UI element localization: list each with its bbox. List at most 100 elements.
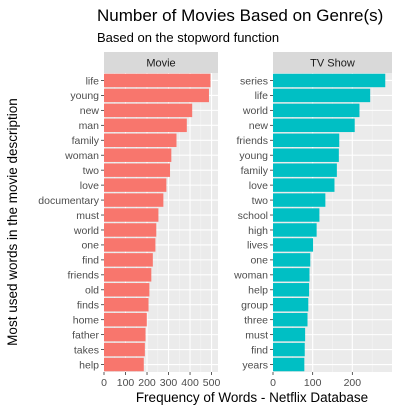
- bar-help: [104, 357, 144, 372]
- bar-find: [104, 253, 153, 267]
- facet-strip-label: Movie: [146, 58, 175, 70]
- y-axis-title: Most used words in the movie description: [5, 98, 20, 346]
- bar-series: [273, 73, 386, 88]
- bar-life: [104, 73, 211, 88]
- y-tick-label: old: [85, 285, 99, 297]
- y-tick-label: father: [72, 329, 99, 341]
- bar-one: [273, 253, 311, 267]
- y-tick-label: young: [70, 90, 99, 102]
- y-tick-label: life: [255, 90, 269, 102]
- x-tick-label: 400: [181, 377, 199, 389]
- x-tick-label: 100: [117, 377, 135, 389]
- bar-must: [104, 208, 159, 222]
- bar-love: [273, 178, 335, 192]
- y-tick-label: young: [239, 150, 268, 162]
- facet-panel-movie: Movie life young new man family woman two love do…: [38, 52, 220, 389]
- x-tick-label: 0: [101, 377, 107, 389]
- bar-family: [273, 163, 337, 177]
- bar-family: [104, 133, 177, 148]
- bar-find: [273, 342, 305, 357]
- x-tick-label: 300: [160, 377, 178, 389]
- bar-father: [104, 327, 146, 342]
- bar-group: [273, 297, 309, 312]
- x-tick-label: 0: [270, 377, 276, 389]
- bar-man: [104, 118, 187, 133]
- y-tick-label: home: [73, 314, 99, 326]
- y-tick-label: must: [76, 210, 99, 222]
- y-tick-label: love: [80, 180, 99, 192]
- facet-panel-tv-show: TV Show series life world new friends young fam…: [233, 52, 392, 389]
- y-tick-label: friends: [236, 135, 268, 147]
- bar-lives: [273, 238, 314, 252]
- bar-years: [273, 357, 305, 372]
- y-tick-label: school: [238, 210, 268, 222]
- bar-friends: [104, 268, 152, 282]
- y-tick-label: finds: [77, 300, 99, 312]
- y-tick-label: two: [83, 165, 100, 177]
- y-tick-label: woman: [233, 270, 268, 282]
- y-tick-label: find: [251, 344, 268, 356]
- y-tick-label: group: [241, 300, 268, 312]
- bar-must: [273, 327, 306, 342]
- bar-two: [104, 163, 171, 177]
- bar-love: [104, 178, 167, 192]
- bar-young: [273, 148, 339, 162]
- bar-new: [273, 118, 355, 133]
- y-tick-label: must: [245, 329, 268, 341]
- bar-finds: [104, 297, 149, 312]
- x-tick-label: 500: [203, 377, 221, 389]
- bar-world: [273, 103, 360, 118]
- bar-life: [273, 88, 371, 103]
- y-tick-label: woman: [64, 150, 99, 162]
- bar-high: [273, 223, 317, 237]
- chart-title: Number of Movies Based on Genre(s): [97, 6, 383, 25]
- bar-new: [104, 103, 193, 118]
- bar-documentary: [104, 193, 164, 207]
- bar-woman: [104, 148, 172, 162]
- y-tick-label: documentary: [38, 195, 99, 207]
- bar-old: [104, 283, 150, 297]
- bar-home: [104, 312, 147, 327]
- bar-two: [273, 193, 326, 207]
- x-tick-label: 200: [344, 377, 362, 389]
- y-tick-label: years: [242, 359, 268, 371]
- facet-strip-label: TV Show: [310, 58, 355, 70]
- facet-strip: [104, 52, 218, 73]
- y-tick-label: two: [252, 195, 269, 207]
- y-tick-label: family: [241, 165, 269, 177]
- bar-world: [104, 223, 157, 237]
- y-tick-label: high: [248, 225, 268, 237]
- y-tick-label: family: [72, 135, 100, 147]
- y-tick-label: series: [240, 75, 268, 87]
- y-tick-label: new: [249, 120, 269, 132]
- y-tick-label: one: [81, 240, 99, 252]
- facet-strip: [273, 52, 392, 73]
- y-tick-label: world: [73, 225, 99, 237]
- y-tick-label: help: [79, 359, 99, 371]
- x-tick-label: 100: [304, 377, 322, 389]
- bar-help: [273, 283, 310, 297]
- y-tick-label: love: [249, 180, 268, 192]
- bar-friends: [273, 133, 340, 148]
- y-tick-label: three: [244, 314, 268, 326]
- y-tick-label: new: [80, 105, 100, 117]
- bar-young: [104, 88, 209, 103]
- y-tick-label: man: [79, 120, 100, 132]
- facet-panels: Movie life young new man family woman two love do…: [38, 52, 392, 389]
- bar-woman: [273, 268, 310, 282]
- y-tick-label: help: [248, 285, 268, 297]
- y-tick-label: friends: [67, 270, 99, 282]
- y-tick-label: one: [250, 255, 268, 267]
- y-tick-label: takes: [74, 344, 99, 356]
- y-tick-label: world: [242, 105, 268, 117]
- x-tick-label: 200: [138, 377, 156, 389]
- y-tick-label: lives: [247, 240, 268, 252]
- bar-one: [104, 238, 156, 252]
- chart-subtitle: Based on the stopword function: [97, 30, 279, 45]
- bar-takes: [104, 342, 145, 357]
- y-tick-label: life: [86, 75, 100, 87]
- x-axis-title: Frequency of Words - Netflix Database: [136, 390, 368, 405]
- bar-three: [273, 312, 308, 327]
- bar-school: [273, 208, 320, 222]
